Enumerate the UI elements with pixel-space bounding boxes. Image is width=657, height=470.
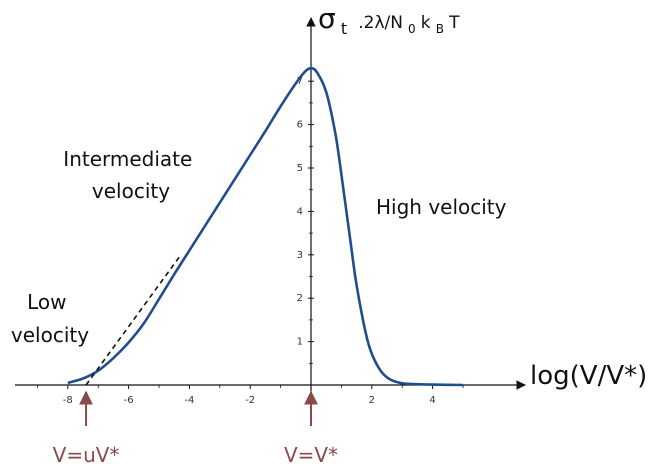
x-tick-label: 2 xyxy=(369,395,375,406)
annotation-low: Low velocity xyxy=(11,290,89,347)
y-tick-label: 6 xyxy=(297,120,303,131)
y-axis-label-t: T xyxy=(448,13,460,33)
y-tick-label: 4 xyxy=(297,206,303,217)
annotation-intermediate: Intermediate velocity xyxy=(63,147,198,203)
y-axis-label-rest: .2λ/N xyxy=(358,13,403,33)
x-tick-label: -4 xyxy=(184,395,194,406)
y-ticks: 1 2 3 4 5 6 7 xyxy=(297,76,314,364)
marker-label-v: V=V* xyxy=(284,443,338,467)
x-axis-label: log(V/V*) xyxy=(530,361,647,391)
y-axis-label-sigma: σ xyxy=(318,2,336,35)
tangent-dashed-line xyxy=(85,255,181,386)
y-tick-label: 1 xyxy=(297,337,303,348)
y-tick-label: 3 xyxy=(297,250,303,261)
y-axis-label-k: k xyxy=(421,13,431,33)
x-tick-label: -2 xyxy=(245,395,255,406)
x-tick-label: -8 xyxy=(63,395,73,406)
x-tick-label: -6 xyxy=(124,395,134,406)
y-axis-label-k-sub: B xyxy=(436,22,444,36)
y-axis-label: σ t .2λ/N 0 k B T xyxy=(318,2,460,38)
series-layer xyxy=(67,66,464,387)
cross-section-curve xyxy=(67,66,464,387)
annotation-high: High velocity xyxy=(376,195,507,219)
x-tick-label: 4 xyxy=(429,395,435,406)
marker-label-uv: V=uV* xyxy=(53,443,120,467)
x-ticks: -8-6-4-2024 xyxy=(37,385,464,406)
y-tick-label: 7 xyxy=(297,76,303,87)
y-axis-label-n-sub: 0 xyxy=(408,22,416,36)
y-tick-label: 5 xyxy=(297,163,303,174)
y-tick-label: 2 xyxy=(297,293,303,304)
y-axis-label-sigma-sub: t xyxy=(341,19,347,38)
